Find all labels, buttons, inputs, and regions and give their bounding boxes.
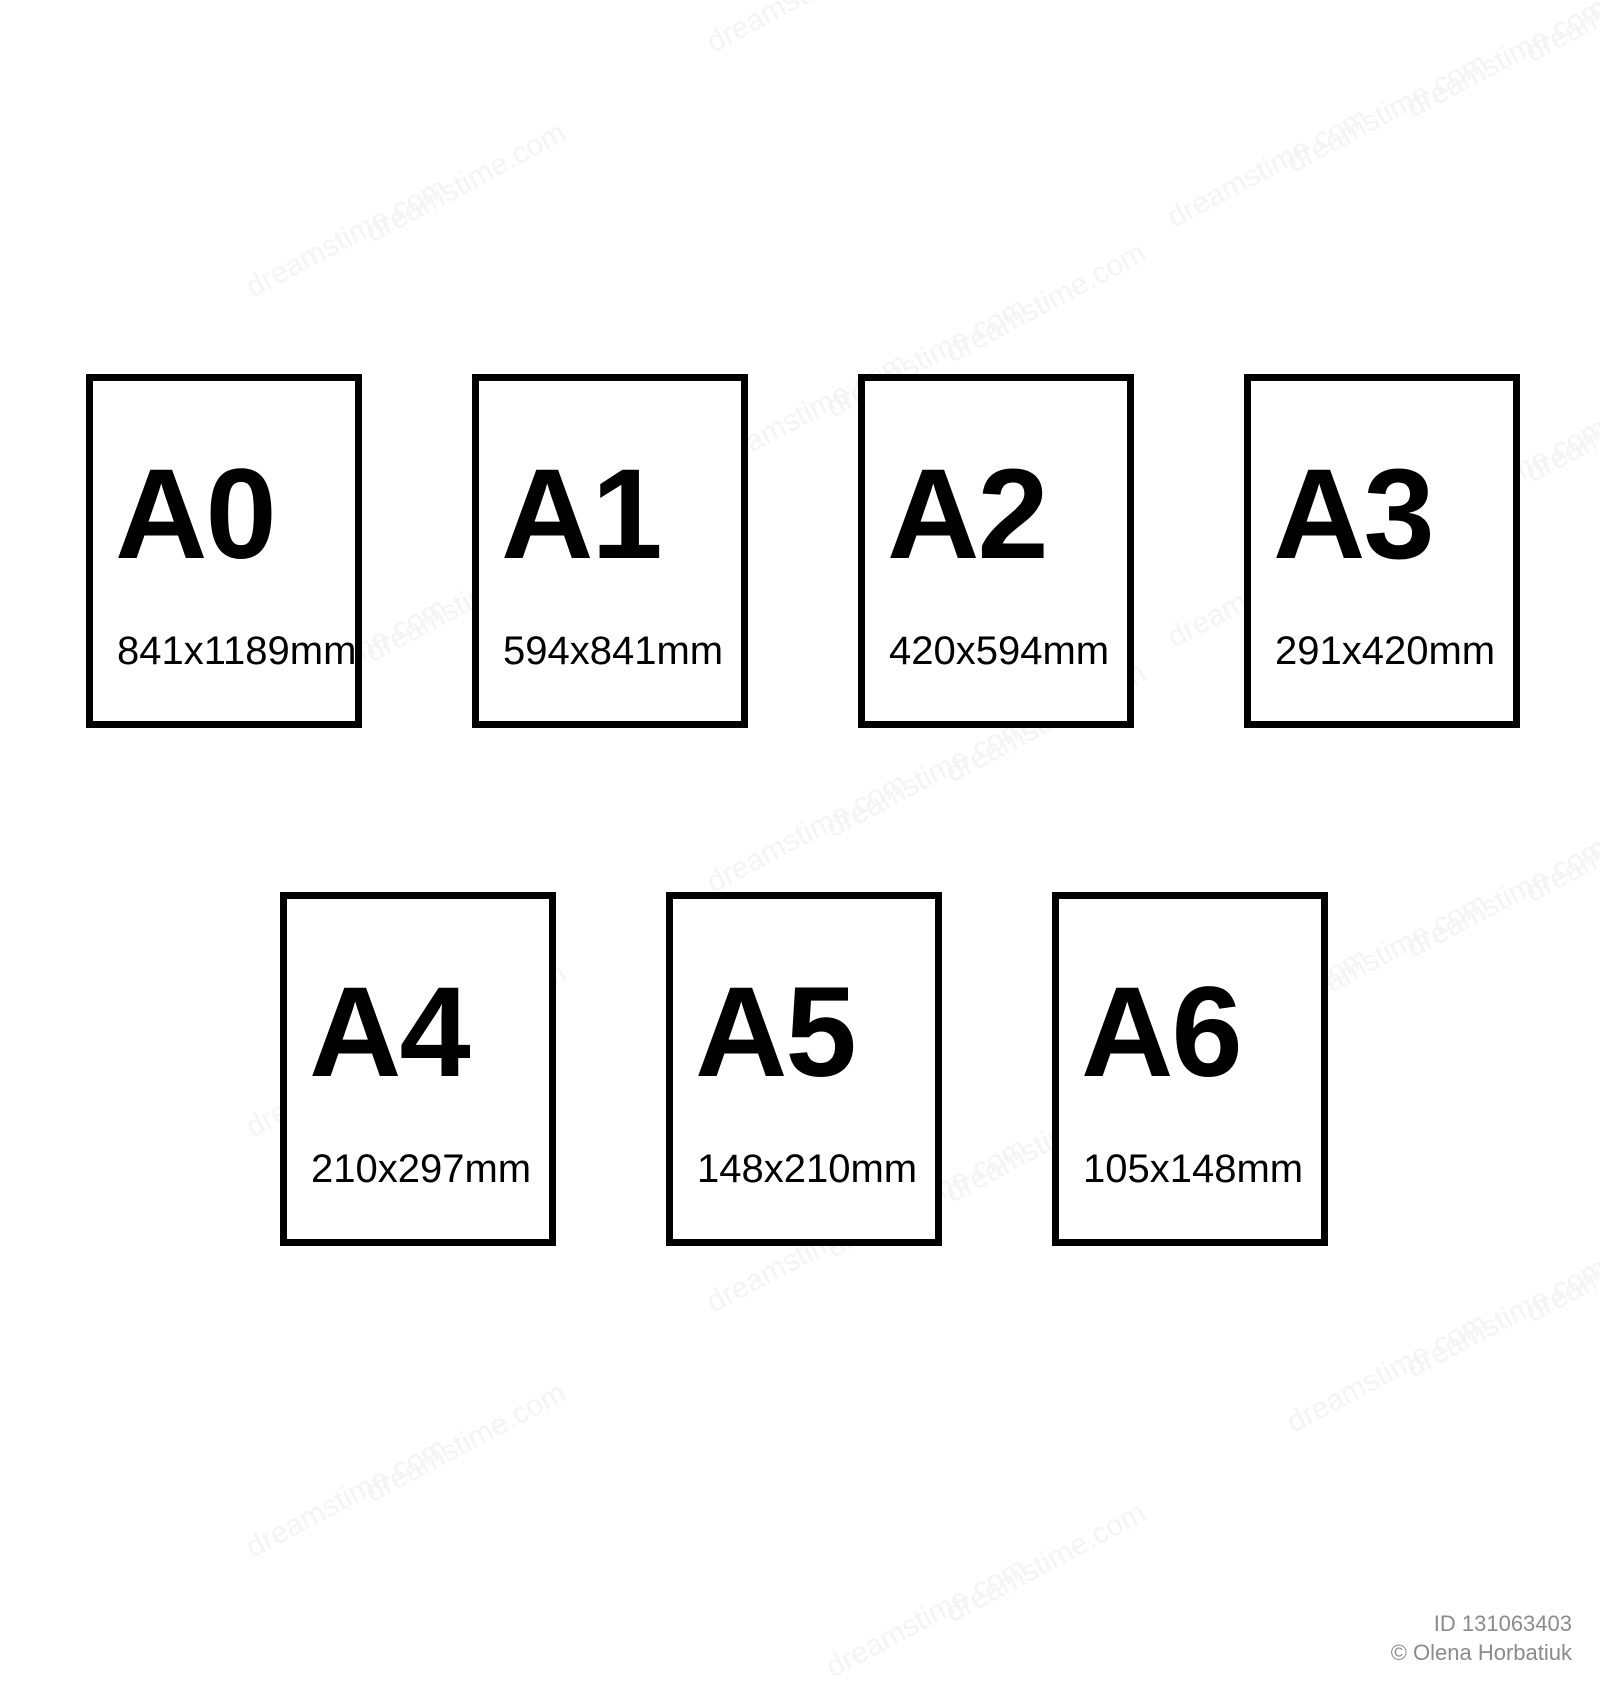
watermark-text: dreamstime.comdreamstime.comdreamstime.c…	[940, 0, 1600, 370]
watermark-text: dreamstime.comdreamstime.comdreamstime.c…	[0, 0, 1600, 130]
attribution: ID 131063403 © Olena Horbatiuk	[1391, 1609, 1572, 1668]
paper-size-dimensions: 594x841mm	[503, 629, 723, 674]
paper-size-card-a0: A0 841x1189mm	[86, 374, 362, 728]
paper-size-card-a5: A5 148x210mm	[666, 892, 942, 1246]
paper-sizes-infographic: dreamstime.comdreamstime.comdreamstime.c…	[0, 0, 1600, 1690]
watermark-text: dreamstime.comdreamstime.comdreamstime.c…	[1520, 0, 1600, 490]
paper-size-label: A0	[115, 441, 275, 588]
paper-size-dimensions: 420x594mm	[889, 629, 1109, 674]
paper-size-card-a4: A4 210x297mm	[280, 892, 556, 1246]
paper-size-label: A3	[1273, 441, 1433, 588]
paper-size-dimensions: 291x420mm	[1275, 629, 1495, 674]
watermark-text: dreamstime.comdreamstime.comdreamstime.c…	[1520, 740, 1600, 1690]
paper-size-card-a1: A1 594x841mm	[472, 374, 748, 728]
paper-size-dimensions: 148x210mm	[697, 1147, 917, 1192]
watermark-text: dreamstime.comdreamstime.comdreamstime.c…	[360, 0, 1600, 250]
watermark-text: dreamstime.comdreamstime.comdreamstime.c…	[1520, 0, 1600, 910]
paper-size-dimensions: 841x1189mm	[117, 629, 356, 674]
paper-size-card-a6: A6 105x148mm	[1052, 892, 1328, 1246]
watermark-text: dreamstime.comdreamstime.comdreamstime.c…	[1520, 320, 1600, 1330]
paper-size-dimensions: 210x297mm	[311, 1147, 531, 1192]
paper-size-card-a2: A2 420x594mm	[858, 374, 1134, 728]
paper-size-label: A1	[501, 441, 661, 588]
paper-size-label: A4	[309, 959, 469, 1106]
author-name: © Olena Horbatiuk	[1391, 1638, 1572, 1668]
paper-size-label: A2	[887, 441, 1047, 588]
watermark-text: dreamstime.comdreamstime.comdreamstime.c…	[1520, 0, 1600, 70]
paper-size-label: A5	[695, 959, 855, 1106]
image-id: ID 131063403	[1391, 1609, 1572, 1639]
paper-size-card-a3: A3 291x420mm	[1244, 374, 1520, 728]
paper-size-label: A6	[1081, 959, 1241, 1106]
paper-size-dimensions: 105x148mm	[1083, 1147, 1303, 1192]
